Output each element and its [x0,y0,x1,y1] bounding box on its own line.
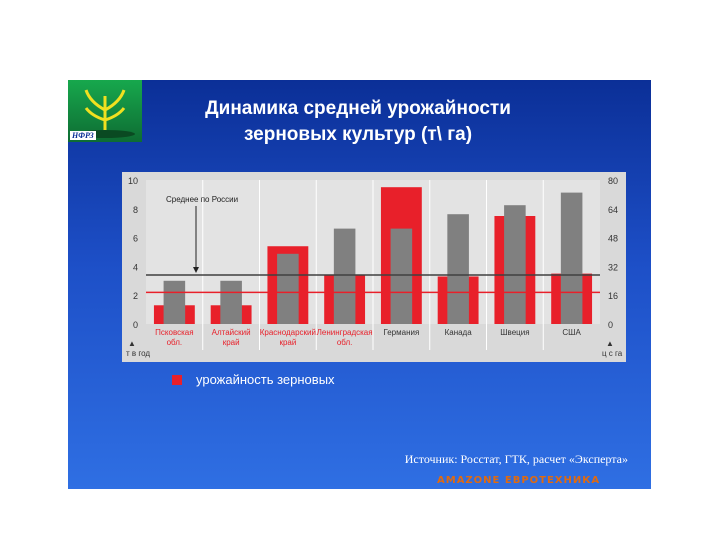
brand-logo: AMAZONE ЕВРОТЕХНИКА [437,475,601,486]
left-tick-label: 2 [133,291,138,301]
annotation-arrowhead [193,267,199,274]
category-label: США [562,328,581,337]
bar-gray [163,280,186,324]
logo-text: НФРЗ [70,131,96,140]
left-tick-label: 8 [133,205,138,215]
right-unit-label: ц с га [602,349,623,358]
left-tick-label: 4 [133,262,138,272]
bar-gray [560,192,583,324]
bar-gray [447,214,469,324]
category-label: край [279,338,296,347]
left-tick-label: 10 [128,176,138,186]
left-unit-label: т в год [126,349,150,358]
left-tick-label: 6 [133,234,138,244]
category-label: Канада [445,328,473,337]
category-label: Алтайский [212,328,251,337]
right-tick-label: 48 [608,234,618,244]
left-unit-arrow: ▲ [128,339,136,348]
right-tick-label: 80 [608,176,618,186]
category-label: Краснодарский [260,328,316,337]
page-title: Динамика средней урожайности зерновых ку… [168,96,548,148]
right-tick-label: 0 [608,320,613,330]
category-label: обл. [167,338,183,347]
annotation-label: Среднее по России [166,195,238,204]
category-label: Ленинградская [317,328,373,337]
left-tick-label: 0 [133,320,138,330]
bar-gray [390,228,413,324]
category-label: Германия [383,328,419,337]
title-line-2: зерновых культур (т\ га) [243,124,473,145]
right-tick-label: 16 [608,291,618,301]
chart-area: 0 2 4 6 8 10 0 16 32 48 64 80 Псковская обл. Алтайский… [122,172,626,362]
category-label: Швеция [500,328,529,337]
legend-label: урожайность зерновых [196,372,335,387]
title-line-1: Динамика средней урожайности [205,98,511,119]
bar-gray [277,253,299,324]
bar-chart: 024681001632486480Псковскаяобл.Алтайский… [126,176,623,358]
right-tick-label: 64 [608,205,618,215]
legend: урожайность зерновых [172,372,335,387]
logo: НФРЗ [68,80,142,142]
slide-background: НФРЗ Динамика средней урожайности зернов… [68,80,651,489]
category-label: обл. [337,338,353,347]
legend-swatch [172,375,182,385]
right-tick-label: 32 [608,262,618,272]
source-note: Источник: Росстат, ГТК, расчет «Эксперта… [404,452,628,466]
bar-gray [333,228,356,324]
right-unit-arrow: ▲ [606,339,614,348]
bar-gray [220,280,242,324]
bar-gray [504,205,526,324]
category-label: край [223,338,240,347]
category-label: Псковская [155,328,193,337]
